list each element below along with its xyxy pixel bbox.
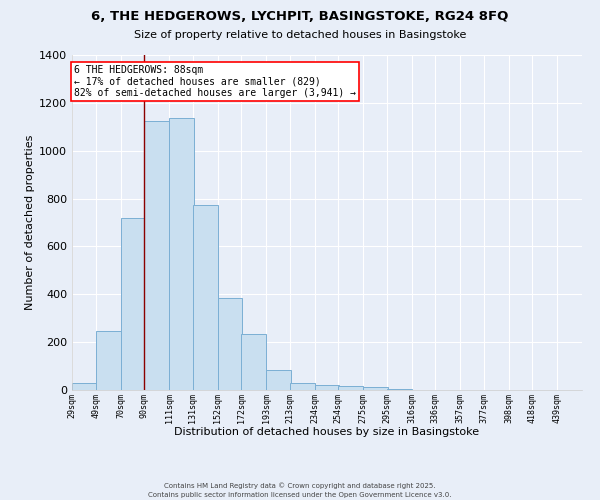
Bar (314, 385, 340, 390)
Bar (363, 387, 388, 390)
Bar (144, 121, 169, 390)
Bar (121, 218, 145, 390)
Bar (387, 389, 412, 390)
Y-axis label: Number of detached properties: Number of detached properties (25, 135, 35, 310)
Text: Size of property relative to detached houses in Basingstoke: Size of property relative to detached ho… (134, 30, 466, 40)
X-axis label: Distribution of detached houses by size in Basingstoke: Distribution of detached houses by size … (175, 427, 479, 437)
Bar (218, 298, 242, 390)
Bar (266, 370, 291, 390)
Bar (169, 118, 194, 390)
Bar (72, 383, 97, 390)
Text: 6, THE HEDGEROWS, LYCHPIT, BASINGSTOKE, RG24 8FQ: 6, THE HEDGEROWS, LYCHPIT, BASINGSTOKE, … (91, 10, 509, 23)
Text: Contains HM Land Registry data © Crown copyright and database right 2025.
Contai: Contains HM Land Registry data © Crown c… (148, 482, 452, 498)
Bar (290, 383, 314, 390)
Bar (338, 386, 363, 390)
Text: 6 THE HEDGEROWS: 88sqm
← 17% of detached houses are smaller (829)
82% of semi-de: 6 THE HEDGEROWS: 88sqm ← 17% of detached… (74, 65, 356, 98)
Bar (241, 334, 266, 390)
Bar (95, 332, 121, 390)
Bar (193, 204, 218, 390)
